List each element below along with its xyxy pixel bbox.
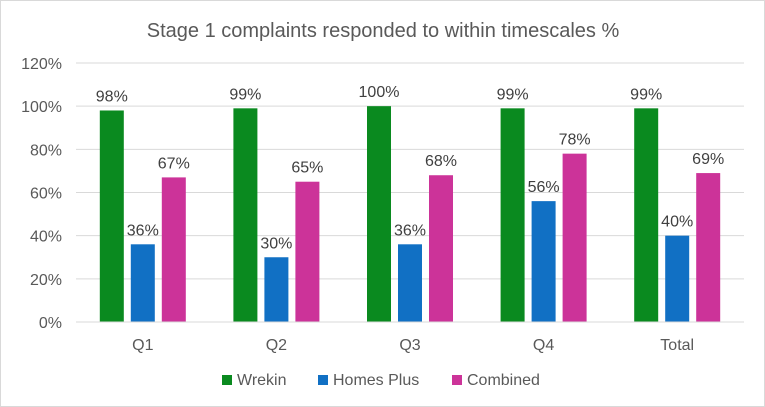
bar-wrekin	[99, 110, 124, 322]
bar-combined	[161, 177, 186, 322]
y-tick-label: 80%	[30, 142, 62, 159]
bar-combined	[562, 153, 587, 322]
y-axis: 0% 20% 40% 60% 80% 100% 120%	[21, 56, 62, 332]
bar-combined	[696, 173, 721, 322]
bar-homes-plus	[130, 244, 155, 322]
data-label: 78%	[559, 132, 591, 149]
legend-swatch	[318, 375, 328, 385]
data-label: 68%	[425, 153, 457, 170]
x-tick-label: Total	[660, 337, 694, 354]
data-label: 98%	[96, 88, 128, 105]
bar-combined	[429, 175, 453, 322]
y-tick-label: 60%	[30, 186, 62, 203]
data-label: 36%	[127, 222, 159, 239]
bars: 98% 36% 67% 99% 30% 65% 100% 36% 68% 99% 56% 78% 99%…	[96, 84, 724, 323]
x-tick-label: Q2	[266, 337, 287, 354]
x-tick-label: Q4	[533, 337, 554, 354]
data-label: 99%	[229, 86, 261, 103]
y-tick-label: 120%	[21, 56, 62, 73]
legend: Wrekin Homes Plus Combined	[222, 372, 540, 389]
bar-homes-plus	[665, 235, 690, 322]
y-tick-label: 0%	[39, 315, 62, 332]
bar-wrekin	[233, 108, 258, 322]
bar-homes-plus	[264, 257, 289, 322]
data-label: 30%	[260, 235, 292, 252]
legend-label: Wrekin	[237, 372, 287, 389]
bar-wrekin	[634, 108, 659, 322]
legend-label: Homes Plus	[333, 372, 419, 389]
x-tick-label: Q3	[399, 337, 420, 354]
y-tick-label: 100%	[21, 99, 62, 116]
y-tick-label: 40%	[30, 229, 62, 246]
y-tick-label: 20%	[30, 272, 62, 289]
x-tick-label: Q1	[132, 337, 153, 354]
bar-wrekin	[500, 108, 525, 322]
chart-title: Stage 1 complaints responded to within t…	[147, 20, 620, 42]
data-label: 56%	[528, 179, 560, 196]
legend-label: Combined	[467, 372, 540, 389]
bar-combined	[295, 181, 320, 322]
legend-swatch	[452, 375, 462, 385]
bar-homes-plus	[398, 244, 422, 322]
x-axis: Q1 Q2 Q3 Q4 Total	[76, 321, 744, 354]
data-label: 67%	[158, 155, 190, 172]
data-label: 36%	[394, 222, 426, 239]
bar-homes-plus	[531, 201, 556, 322]
data-label: 40%	[661, 214, 693, 231]
data-label: 99%	[497, 86, 529, 103]
data-label: 65%	[291, 160, 323, 177]
data-label: 69%	[692, 151, 724, 168]
bar-wrekin	[367, 106, 391, 323]
data-label: 99%	[630, 86, 662, 103]
gridlines	[76, 62, 744, 323]
legend-swatch	[222, 375, 232, 385]
data-label: 100%	[359, 84, 400, 101]
